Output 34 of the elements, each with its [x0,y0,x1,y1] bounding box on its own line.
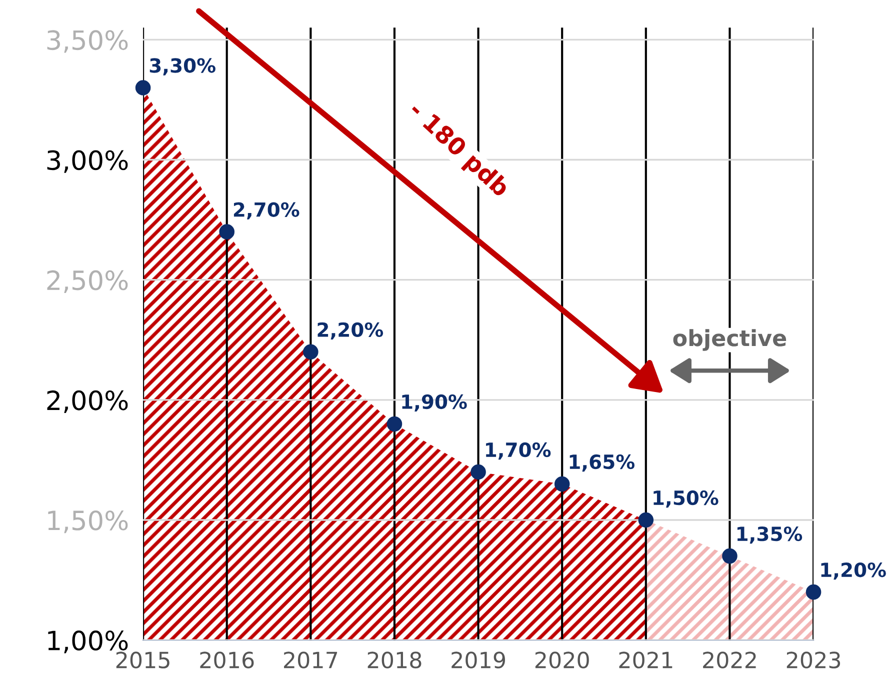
data-label: 1,65% [570,454,634,472]
x-tick-label: 2020 [535,652,589,668]
data-label: 1,90% [402,394,467,412]
point [386,416,402,432]
y-tick-label: 3,50% [47,30,128,53]
x-tick-label: 2015 [116,652,170,668]
x-tick-label: 2017 [284,652,338,668]
y-tick-label: 3,00% [47,150,128,173]
x-tick-label: 2019 [452,652,506,668]
x-tick-label: 2018 [368,652,422,668]
point [470,464,486,480]
y-tick-label: 1,00% [48,630,128,654]
y-tick-label: 2,00% [47,390,128,414]
point [303,344,318,360]
point [806,584,822,600]
data-label: 1,35% [737,526,802,544]
x-tick-label: 2023 [786,652,840,668]
data-label: 1,20% [821,562,886,580]
data-label: 1,70% [486,442,551,460]
x-tick-label: 2016 [200,652,254,668]
data-label: 1,50% [654,490,718,508]
y-tick-label: 1,50% [48,510,128,534]
data-label: 3,30% [150,58,216,76]
data-label: 2,70% [234,202,300,220]
x-tick-label: 2022 [703,652,756,668]
point [638,512,654,528]
x-tick-label: 2021 [619,652,672,668]
point [135,80,151,96]
data-label: 2,20% [318,322,384,340]
point [722,548,738,564]
point [219,224,234,240]
point [554,476,570,492]
y-tick-label: 2,50% [47,270,128,293]
annotation: objective [673,329,786,351]
